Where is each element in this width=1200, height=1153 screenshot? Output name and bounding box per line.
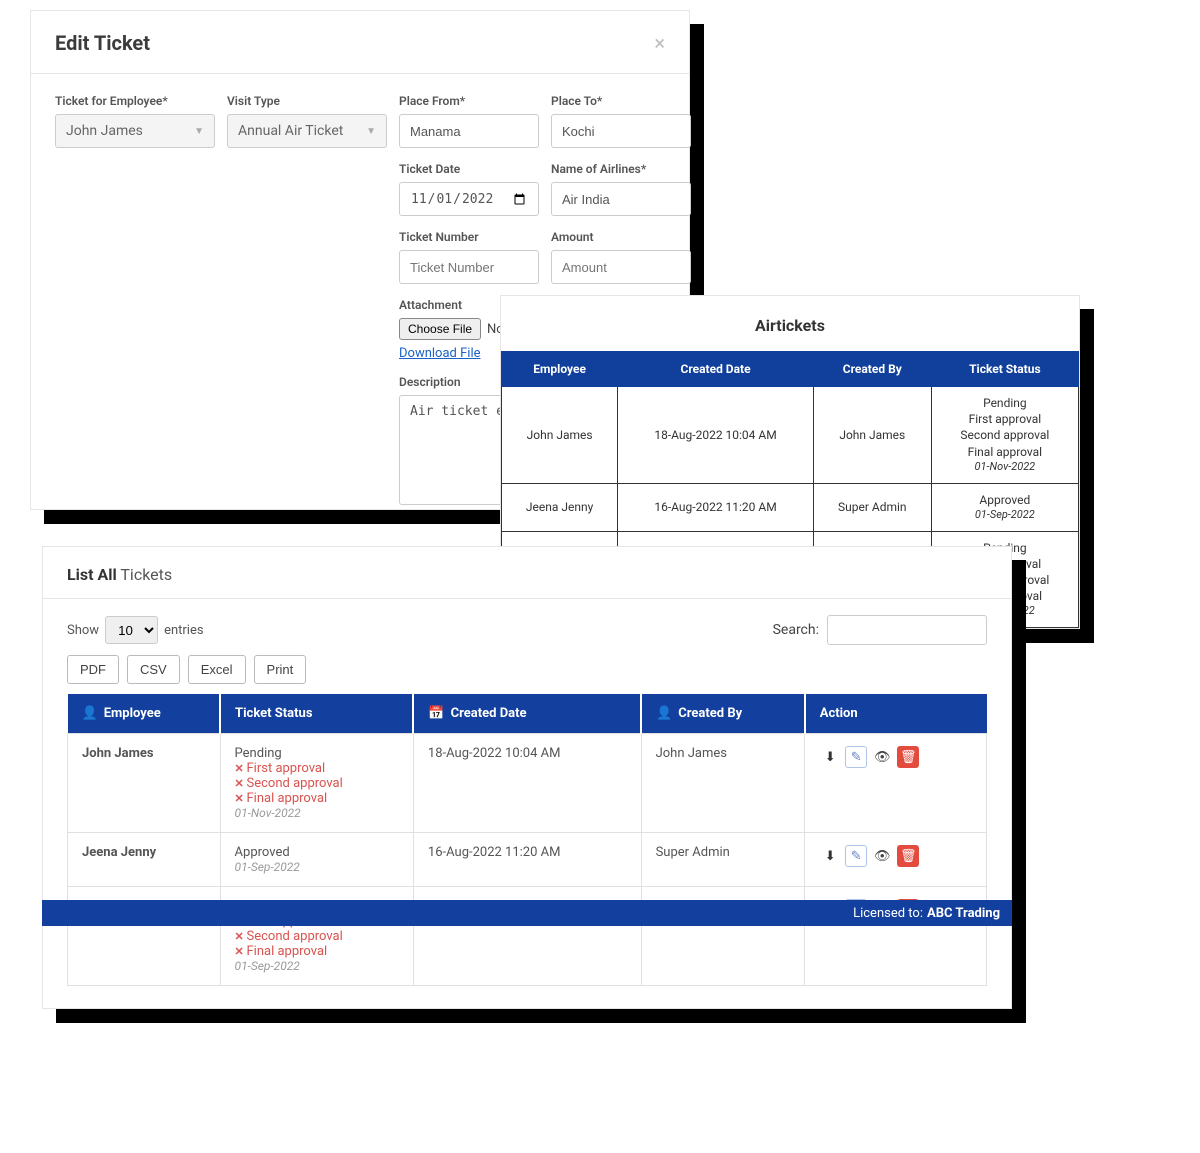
entries-label: entries bbox=[164, 623, 204, 638]
visit-label: Visit Type bbox=[227, 94, 387, 108]
list-cell-action: ⬇✎👁🗑 bbox=[805, 833, 987, 887]
air-th-created-date: Created Date bbox=[618, 352, 814, 387]
calendar-icon: 📅 bbox=[428, 706, 444, 721]
air-cell-by: John James bbox=[813, 387, 931, 484]
pdf-button[interactable]: PDF bbox=[67, 655, 119, 684]
airtickets-title: Airtickets bbox=[501, 296, 1079, 351]
list-th-action: Action bbox=[805, 694, 987, 734]
air-cell-date: 16-Aug-2022 11:20 AM bbox=[618, 483, 814, 531]
list-title-bold: List All bbox=[67, 565, 117, 584]
list-cell-emp: Jeena Jenny bbox=[68, 833, 221, 887]
list-th-created-by: Created By bbox=[678, 706, 742, 721]
air-th-employee: Employee bbox=[502, 352, 618, 387]
air-th-status: Ticket Status bbox=[931, 352, 1078, 387]
list-cell-action: ⬇✎👁🗑 bbox=[805, 734, 987, 833]
license-value: ABC Trading bbox=[927, 906, 1000, 921]
list-cell-status: Approved01-Sep-2022 bbox=[220, 833, 413, 887]
excel-button[interactable]: Excel bbox=[188, 655, 246, 684]
page-size-select[interactable]: 10 bbox=[105, 616, 158, 644]
air-cell-date: 18-Aug-2022 10:04 AM bbox=[618, 387, 814, 484]
chevron-down-icon: ▼ bbox=[366, 126, 376, 137]
list-th-status: Ticket Status bbox=[220, 694, 413, 734]
list-table-row: John JamesPendingFirst approvalSecond ap… bbox=[68, 734, 987, 833]
visit-select[interactable]: Annual Air Ticket ▼ bbox=[227, 114, 387, 148]
list-tickets-panel: List All Tickets Show 10 entries Search:… bbox=[42, 546, 1012, 1009]
airline-input[interactable] bbox=[551, 182, 691, 216]
edit-icon[interactable]: ✎ bbox=[845, 845, 867, 867]
list-title-light: Tickets bbox=[120, 565, 172, 584]
list-cell-by: Super Admin bbox=[641, 833, 805, 887]
license-label: Licensed to: bbox=[853, 906, 923, 921]
air-table-row: John James18-Aug-2022 10:04 AMJohn James… bbox=[502, 387, 1079, 484]
download-icon[interactable]: ⬇ bbox=[819, 746, 841, 768]
amount-label: Amount bbox=[551, 230, 691, 244]
chevron-down-icon: ▼ bbox=[194, 126, 204, 137]
eye-icon[interactable]: 👁 bbox=[871, 746, 893, 768]
search-input[interactable] bbox=[827, 615, 987, 645]
air-cell-status: PendingFirst approvalSecond approvalFina… bbox=[931, 387, 1078, 484]
air-table-row: Jeena Jenny16-Aug-2022 11:20 AMSuper Adm… bbox=[502, 483, 1079, 531]
choose-file-button[interactable]: Choose File bbox=[399, 318, 481, 340]
list-cell-date: 16-Aug-2022 11:20 AM bbox=[413, 833, 641, 887]
list-table-row: Jeena JennyApproved01-Sep-202216-Aug-202… bbox=[68, 833, 987, 887]
person-icon: 👤 bbox=[656, 706, 672, 721]
license-bar: Licensed to: ABC Trading bbox=[42, 900, 1012, 926]
show-label: Show bbox=[67, 623, 99, 638]
to-input[interactable] bbox=[551, 114, 691, 148]
employee-label: Ticket for Employee* bbox=[55, 94, 215, 108]
air-cell-by: Super Admin bbox=[813, 483, 931, 531]
list-cell-emp: John James bbox=[68, 734, 221, 833]
air-cell-emp: John James bbox=[502, 387, 618, 484]
employee-value: John James bbox=[66, 123, 143, 139]
csv-button[interactable]: CSV bbox=[127, 655, 180, 684]
delete-icon[interactable]: 🗑 bbox=[897, 845, 919, 867]
date-label: Ticket Date bbox=[399, 162, 539, 176]
edit-icon[interactable]: ✎ bbox=[845, 746, 867, 768]
search-label: Search: bbox=[773, 622, 819, 638]
close-icon[interactable]: × bbox=[654, 31, 665, 55]
delete-icon[interactable]: 🗑 bbox=[897, 746, 919, 768]
airline-label: Name of Airlines* bbox=[551, 162, 691, 176]
edit-ticket-title: Edit Ticket bbox=[55, 31, 150, 55]
air-cell-emp: Jeena Jenny bbox=[502, 483, 618, 531]
from-input[interactable] bbox=[399, 114, 539, 148]
person-icon: 👤 bbox=[82, 706, 98, 721]
download-icon[interactable]: ⬇ bbox=[819, 845, 841, 867]
amount-input[interactable] bbox=[551, 250, 691, 284]
air-th-created-by: Created By bbox=[813, 352, 931, 387]
list-cell-status: PendingFirst approvalSecond approvalFina… bbox=[220, 734, 413, 833]
print-button[interactable]: Print bbox=[254, 655, 307, 684]
list-cell-date: 18-Aug-2022 10:04 AM bbox=[413, 734, 641, 833]
date-input[interactable] bbox=[399, 182, 539, 216]
list-table: 👤 Employee Ticket Status 📅 Created Date 👤 C… bbox=[67, 694, 987, 986]
eye-icon[interactable]: 👁 bbox=[871, 845, 893, 867]
visit-value: Annual Air Ticket bbox=[238, 123, 343, 139]
employee-select[interactable]: John James ▼ bbox=[55, 114, 215, 148]
list-th-employee: Employee bbox=[104, 706, 161, 721]
from-label: Place From* bbox=[399, 94, 539, 108]
to-label: Place To* bbox=[551, 94, 691, 108]
tktnum-input[interactable] bbox=[399, 250, 539, 284]
tktnum-label: Ticket Number bbox=[399, 230, 539, 244]
list-th-created-date: Created Date bbox=[451, 706, 527, 721]
list-cell-by: John James bbox=[641, 734, 805, 833]
air-cell-status: Approved01-Sep-2022 bbox=[931, 483, 1078, 531]
list-header: List All Tickets bbox=[43, 547, 1011, 599]
